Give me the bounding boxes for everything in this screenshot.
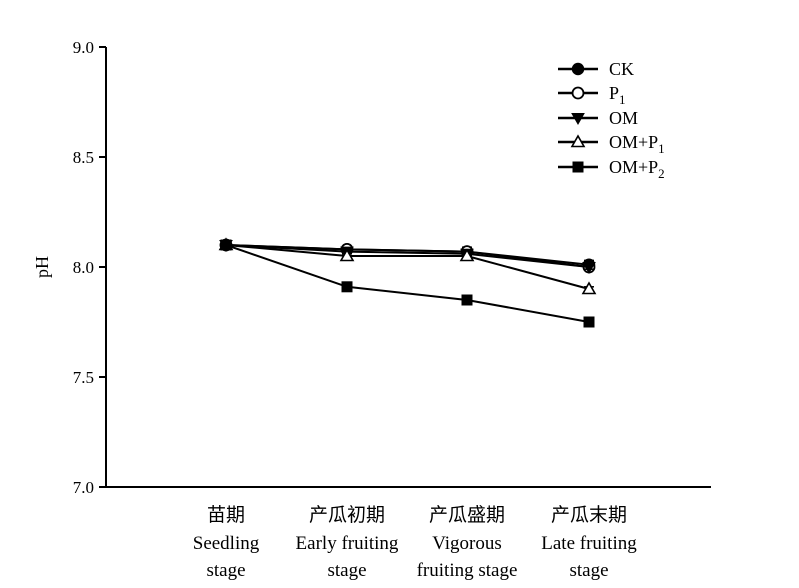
x-category-label-zh: 产瓜盛期 — [429, 504, 505, 526]
x-category-label-zh: 产瓜初期 — [309, 504, 385, 526]
legend-item-2: OM — [558, 108, 638, 128]
series-line — [225, 244, 590, 268]
data-point — [339, 248, 355, 262]
legend-marker — [571, 113, 585, 126]
data-point — [220, 239, 232, 251]
y-tick-label: 7.5 — [73, 368, 94, 387]
x-category-label-en2: stage — [569, 560, 608, 581]
y-tick-label: 7.0 — [73, 478, 94, 497]
data-point — [341, 281, 353, 293]
axes: 7.0 7.5 8.0 8.5 9.0 pH 苗期 Seedling stage 产瓜初期 Earl… — [32, 38, 711, 581]
legend-item-1: P1 — [558, 83, 626, 107]
data-point — [459, 248, 475, 262]
y-axis-title: pH — [32, 256, 52, 278]
y-tick-label: 8.0 — [73, 258, 94, 277]
legend-item-0: CK — [558, 59, 634, 79]
data-point — [581, 281, 597, 295]
legend-label: OM+P2 — [609, 157, 665, 181]
x-category-label-en2: stage — [206, 560, 245, 581]
x-category-label-en1: Early fruiting — [296, 533, 399, 554]
legend-item-3: OM+P1 — [558, 132, 665, 156]
legend-label: CK — [609, 59, 634, 79]
x-category-label-zh: 苗期 — [207, 504, 245, 526]
series-line — [225, 244, 590, 268]
x-category-label-en2: fruiting stage — [417, 560, 518, 581]
data-point — [461, 294, 473, 306]
legend-marker — [570, 134, 586, 148]
legend-item-4: OM+P2 — [558, 157, 665, 181]
series-line — [225, 244, 590, 290]
series-layer — [218, 237, 597, 328]
legend-marker — [572, 161, 584, 173]
y-tick-label: 8.5 — [73, 148, 94, 167]
x-category-label-en2: stage — [327, 560, 366, 581]
legend-marker — [571, 62, 585, 76]
legend-label: P1 — [609, 83, 626, 107]
y-tick-label: 9.0 — [73, 38, 94, 57]
series-0 — [219, 238, 596, 272]
x-category-label-en1: Seedling — [193, 533, 260, 554]
data-point — [582, 262, 596, 275]
legend-marker — [571, 86, 585, 100]
series-line — [225, 244, 590, 323]
x-category-label-en1: Late fruiting — [541, 533, 637, 554]
x-category-label-en1: Vigorous — [432, 533, 502, 554]
x-category-label-zh: 产瓜末期 — [551, 504, 627, 526]
legend-label: OM+P1 — [609, 132, 665, 156]
data-point — [583, 316, 595, 328]
legend-label: OM — [609, 108, 638, 128]
series-4 — [220, 239, 595, 328]
